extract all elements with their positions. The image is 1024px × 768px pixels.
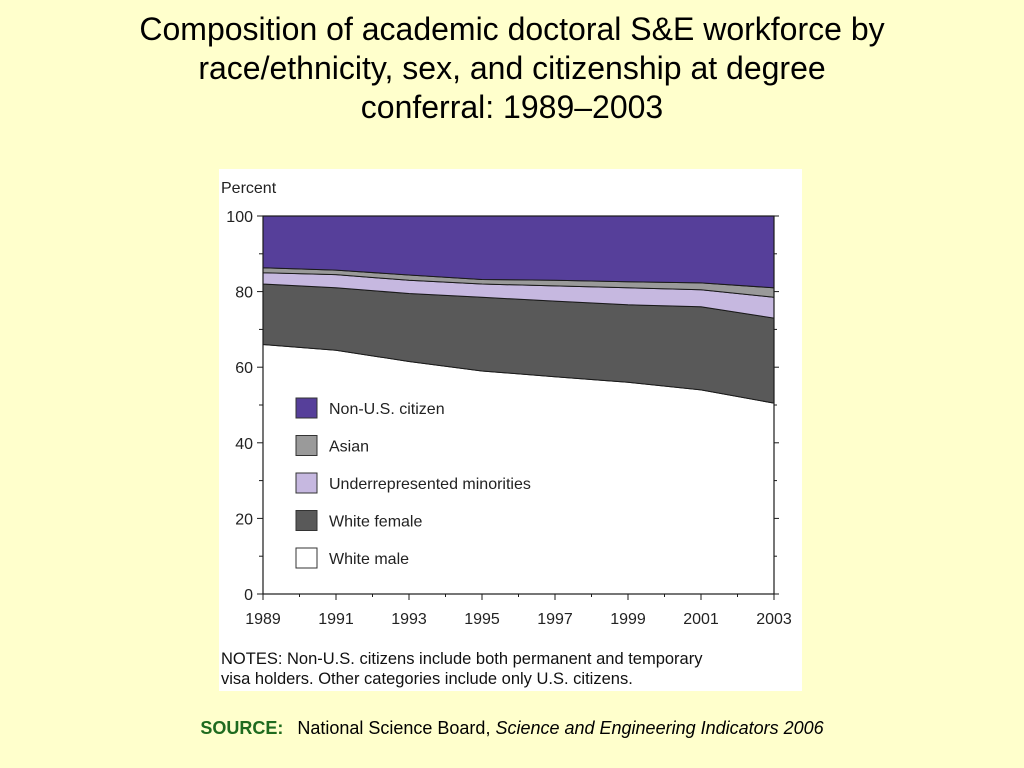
x-tick-label: 1995 <box>464 611 500 628</box>
title-line: race/ethnicity, sex, and citizenship at … <box>198 50 826 86</box>
chart-panel: Percent 0 20 40 60 80 100 1989 1991 1993 1995 1997… <box>219 169 802 691</box>
legend-swatch <box>295 397 318 419</box>
y-tick-label: 80 <box>235 285 253 302</box>
stacked-area-chart: Percent 0 20 40 60 80 100 1989 1991 1993 1995 1997… <box>221 180 792 628</box>
legend-swatch <box>295 472 318 494</box>
chart-notes: NOTES: Non-U.S. citizens include both pe… <box>221 649 796 689</box>
legend-swatch <box>295 510 318 531</box>
y-tick-label: 0 <box>244 587 253 604</box>
legend-label: Non-U.S. citizen <box>329 401 445 418</box>
y-tick-label: 60 <box>235 360 253 377</box>
y-tick-label: 20 <box>235 511 253 528</box>
slide-title: Composition of academic doctoral S&E wor… <box>0 10 1024 127</box>
legend-swatch <box>295 547 318 569</box>
title-line: Composition of academic doctoral S&E wor… <box>139 11 885 47</box>
x-tick-label: 1997 <box>537 611 573 628</box>
legend-label: Asian <box>329 439 369 456</box>
x-tick-label: 2003 <box>756 611 792 628</box>
x-tick-label: 1999 <box>610 611 646 628</box>
legend-label: White female <box>329 514 422 531</box>
source-title: Science and Engineering Indicators 2006 <box>495 718 824 738</box>
notes-line: visa holders. Other categories include o… <box>221 670 633 688</box>
x-tick-label: 1993 <box>391 611 427 628</box>
x-tick-label: 1989 <box>245 611 281 628</box>
y-axis-label: Percent <box>221 180 277 197</box>
title-line: conferral: 1989–2003 <box>360 89 664 125</box>
legend-swatch <box>295 435 318 456</box>
legend-label: White male <box>329 551 409 568</box>
y-tick-label: 40 <box>235 436 253 453</box>
source-publisher: National Science Board, <box>297 718 496 738</box>
x-tick-label: 1991 <box>318 611 354 628</box>
notes-line: NOTES: Non-U.S. citizens include both pe… <box>221 650 703 668</box>
y-tick-label: 100 <box>226 209 253 226</box>
x-tick-label: 2001 <box>683 611 719 628</box>
legend-label: Underrepresented minorities <box>329 476 531 493</box>
source-label: SOURCE: <box>200 718 284 738</box>
source-line: SOURCE: National Science Board, Science a… <box>0 718 1024 739</box>
